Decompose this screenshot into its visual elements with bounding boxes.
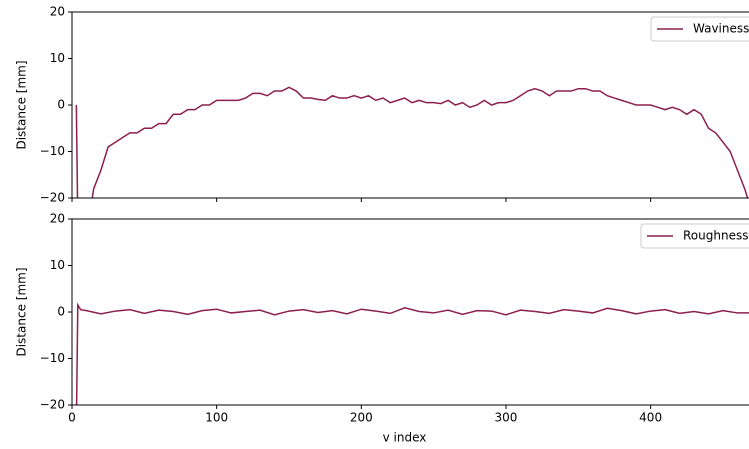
y-tick-label: 0: [57, 305, 65, 319]
data-line: [75, 86, 749, 198]
y-tick-label: −10: [40, 144, 65, 158]
x-tick-label: 300: [495, 411, 518, 425]
y-tick-label: −20: [40, 398, 65, 412]
legend-label: Roughness: [683, 229, 748, 243]
axes-frame: [71, 11, 749, 199]
y-axis-label: Distance [mm]: [15, 267, 29, 356]
y-axis-label: Distance [mm]: [15, 60, 29, 149]
y-tick-label: −20: [40, 191, 65, 205]
axes-frame: [71, 218, 749, 406]
x-tick-label: 100: [205, 411, 228, 425]
legend-box: [650, 16, 749, 42]
legend-label: Waviness: [693, 22, 749, 36]
y-tick-label: 20: [50, 5, 65, 19]
y-tick-label: 10: [50, 258, 65, 272]
y-tick-label: 10: [50, 51, 65, 65]
y-tick-label: 0: [57, 98, 65, 112]
x-tick-label: 0: [68, 411, 76, 425]
x-tick-label: 200: [350, 411, 373, 425]
legend-box: [640, 223, 749, 249]
y-tick-label: 20: [50, 212, 65, 226]
x-tick-label: 400: [639, 411, 662, 425]
data-line: [75, 302, 749, 405]
x-axis-label: v index: [383, 431, 427, 445]
y-tick-label: −10: [40, 351, 65, 365]
subplot: −20 −10 0 10 20 Distance [mm] Waviness: [15, 5, 749, 205]
